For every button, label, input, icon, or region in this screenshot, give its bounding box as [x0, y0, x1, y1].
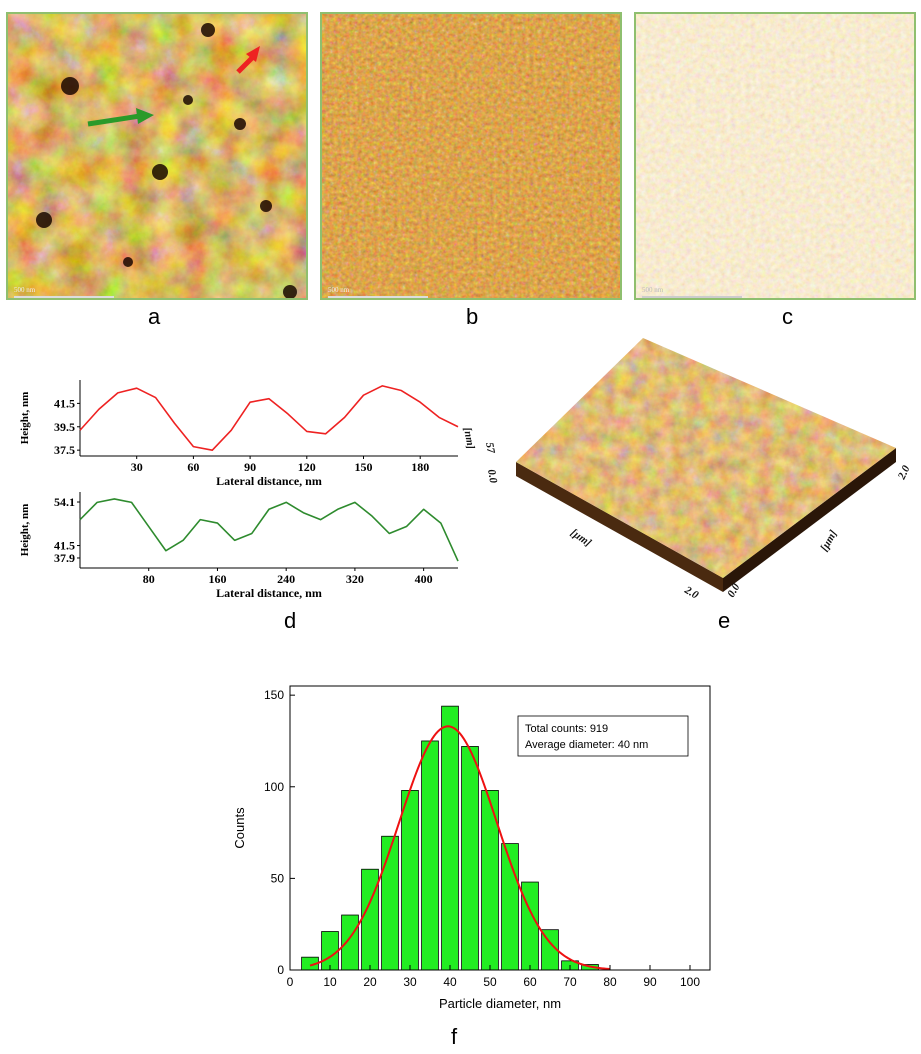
- x-tick-label: 30: [403, 975, 417, 989]
- profile-top-x-axis-label: Lateral distance, nm: [216, 474, 322, 488]
- afm-amplitude-image: 500 nm: [322, 14, 620, 298]
- histogram-bar: [321, 931, 339, 971]
- z-axis-label: [nm]: [461, 426, 477, 450]
- panel-label-b: b: [466, 304, 479, 329]
- y-axis-end-tick: 2.0: [895, 463, 912, 482]
- histogram-bar: [341, 914, 359, 971]
- y-tick-label: 150: [264, 688, 284, 702]
- histogram-bar: [441, 705, 459, 971]
- profile-top-x-tick-label: 180: [411, 460, 429, 474]
- particle-size-histogram: 0 10 20 30 40 50 60 70 80 90 100 0 50 100 150 Particle …: [232, 685, 711, 1011]
- profile-top-x-tick-label: 120: [298, 460, 316, 474]
- x-tick-label: 100: [680, 975, 700, 989]
- profile-bottom-y-axis-label: Height, nm: [19, 504, 31, 557]
- stats-box: [517, 715, 689, 757]
- x-tick-label: 80: [603, 975, 617, 989]
- panel-label-f: f: [451, 1024, 458, 1049]
- scale-bar-label: 500 nm: [328, 286, 350, 294]
- histogram-bar: [521, 881, 539, 971]
- green-arrow-shaft: [87, 113, 141, 127]
- afm-topography-image: 500 nm: [8, 14, 306, 298]
- surface-side-right: [723, 448, 896, 592]
- x-axis-end-tick: 2.0: [682, 584, 701, 602]
- panel-label-e: e: [718, 608, 731, 633]
- histogram-bar: [401, 790, 419, 971]
- profile-top-y-axis-label: Height, nm: [19, 392, 31, 445]
- stats-line: Total counts: 919: [525, 723, 608, 735]
- profile-bottom-y-tick-label: 54.1: [54, 495, 75, 509]
- height-profiles: 30 60 90 120 150 180 37.5 39.5 41.5 Lateral dista…: [19, 380, 459, 600]
- x-tick-label: 20: [363, 975, 377, 989]
- profile-bottom-y-tick-label: 41.5: [54, 539, 75, 553]
- x-tick-label: 50: [483, 975, 497, 989]
- z-axis-max: 57: [483, 441, 497, 454]
- profile-top-x-tick-label: 30: [131, 460, 143, 474]
- profile-top-x-tick-label: 150: [355, 460, 373, 474]
- y-axis-label: Counts: [232, 807, 247, 849]
- profile-top-y-tick-label: 39.5: [54, 420, 75, 434]
- profile-bottom-x-tick-label: 400: [415, 572, 433, 586]
- histogram-bar: [461, 746, 479, 971]
- panel-label-c: c: [782, 304, 793, 329]
- red-arrow-head-icon: [246, 46, 260, 62]
- y-axis-label: [µm]: [818, 528, 840, 554]
- x-tick-label: 0: [287, 975, 294, 989]
- surface-side-front: [516, 462, 723, 592]
- profile-top-line: [79, 385, 459, 451]
- x-tick-label: 10: [323, 975, 337, 989]
- profile-bottom-x-tick-label: 240: [277, 572, 295, 586]
- x-tick-label: 70: [563, 975, 577, 989]
- x-axis-label: [µm]: [568, 527, 593, 550]
- origin-tick-left: 0.0: [485, 468, 499, 484]
- profile-bottom-line: [79, 498, 459, 562]
- profile-top-x-tick-label: 90: [244, 460, 256, 474]
- scale-bar-label: 500 nm: [14, 286, 36, 294]
- gaussian-fit-curve: [309, 725, 611, 971]
- x-tick-label: 90: [643, 975, 657, 989]
- afm-image-a: 500 nm: [6, 12, 308, 300]
- profile-bottom-x-tick-label: 80: [143, 572, 155, 586]
- green-arrow-head-icon: [136, 108, 154, 124]
- stats-line: Average diameter: 40 nm: [525, 739, 648, 751]
- panel-label-a: a: [148, 304, 161, 329]
- x-tick-label: 40: [443, 975, 457, 989]
- y-tick-label: 100: [264, 780, 284, 794]
- red-arrow-shaft: [236, 56, 254, 74]
- plot-frame: [289, 685, 711, 971]
- profile-bottom-x-tick-label: 160: [208, 572, 226, 586]
- profile-bottom-x-axis-label: Lateral distance, nm: [216, 586, 322, 600]
- x-axis-label: Particle diameter, nm: [439, 996, 561, 1011]
- surface-texture: [516, 338, 896, 578]
- profile-top-x-tick-label: 60: [187, 460, 199, 474]
- histogram-bar: [361, 868, 379, 971]
- profile-top-y-tick-label: 37.5: [54, 443, 75, 457]
- histogram-bar: [381, 835, 399, 971]
- x-tick-label: 60: [523, 975, 537, 989]
- profile-bottom-y-tick-label: 37.9: [54, 551, 75, 565]
- afm-phase-image: 500 nm: [636, 14, 914, 298]
- histogram-bar: [421, 740, 439, 971]
- afm-image-b: 500 nm: [320, 12, 622, 300]
- profile-top-y-tick-label: 41.5: [54, 396, 75, 410]
- y-tick-label: 50: [271, 871, 285, 885]
- profile-bottom-x-tick-label: 320: [346, 572, 364, 586]
- scale-bar-label: 500 nm: [642, 286, 664, 294]
- y-tick-label: 0: [277, 963, 284, 977]
- panel-label-d: d: [284, 608, 297, 633]
- afm-3d-surface: [nm] 57 0.0 [µm] 2.0 0.0 [µm] 2.0: [461, 338, 913, 602]
- afm-image-c: 500 nm: [634, 12, 916, 300]
